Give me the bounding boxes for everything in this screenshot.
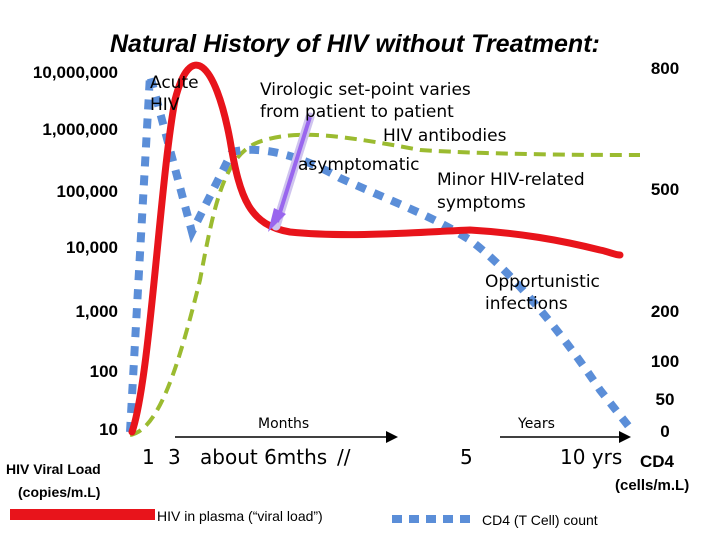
annotation-setpoint: from patient to patient: [260, 102, 454, 122]
annotation-asymptomatic: asymptomatic: [298, 155, 420, 175]
annotation-acute: HIV: [150, 95, 180, 115]
annotation-minor-symptoms: Minor HIV-related: [437, 170, 585, 190]
cd4-tick-label: 500: [650, 180, 680, 199]
annotation-setpoint: Virologic set-point varies: [260, 80, 471, 100]
y-tick-label: 10,000: [66, 238, 118, 257]
y-tick-label: 1,000: [75, 302, 118, 321]
antibodies-line: [129, 132, 641, 437]
chart-title: Natural History of HIV without Treatment…: [110, 30, 600, 58]
x-tick-label: about 6mths: [200, 445, 328, 469]
y-tick-label: 10: [99, 420, 118, 439]
cd4-tick-label: 50: [655, 390, 675, 409]
cd4-line: [126, 73, 634, 433]
setpoint-arrow-head: [268, 208, 286, 232]
annotation-minor-symptoms: symptoms: [437, 193, 526, 213]
cd4-tick-label: 200: [650, 302, 680, 321]
y-tick-label: 1,000,000: [42, 120, 118, 139]
y-tick-label: 10,000,000: [32, 63, 118, 82]
viral-load-line: [128, 61, 624, 436]
annotation-acute: Acute: [150, 73, 199, 93]
months-label: Months: [258, 416, 310, 432]
x-tick-label: 10 yrs: [560, 445, 623, 469]
cd4-tick-label: 800: [650, 59, 680, 78]
legend-viral-load-swatch: [10, 509, 155, 520]
right-axis-unit: (cells/m.L): [615, 477, 690, 494]
left-axis-label: HIV Viral Load: [6, 461, 101, 477]
left-axis-unit: (copies/m.L): [18, 484, 101, 500]
x-tick-label: //: [337, 445, 351, 469]
legend-viral-load-label: HIV in plasma (“viral load”): [157, 508, 323, 524]
cd4-tick-label: 100: [650, 352, 680, 371]
annotation-opportunistic: Opportunistic: [485, 272, 600, 292]
y-tick-label: 100,000: [56, 182, 118, 201]
cd4-tick-label: 0: [660, 422, 670, 441]
legend-cd4-label: CD4 (T Cell) count: [482, 512, 598, 528]
annotation-opportunistic: infections: [485, 294, 568, 314]
setpoint-arrow: [275, 116, 312, 223]
x-tick-label: 1: [142, 445, 155, 469]
x-tick-label: 5: [460, 445, 473, 469]
annotation-antibodies: HIV antibodies: [383, 126, 507, 146]
x-tick-label: 3: [168, 445, 181, 469]
right-axis-label: CD4: [640, 452, 675, 471]
years-label: Years: [518, 416, 555, 432]
y-tick-label: 100: [89, 362, 118, 381]
